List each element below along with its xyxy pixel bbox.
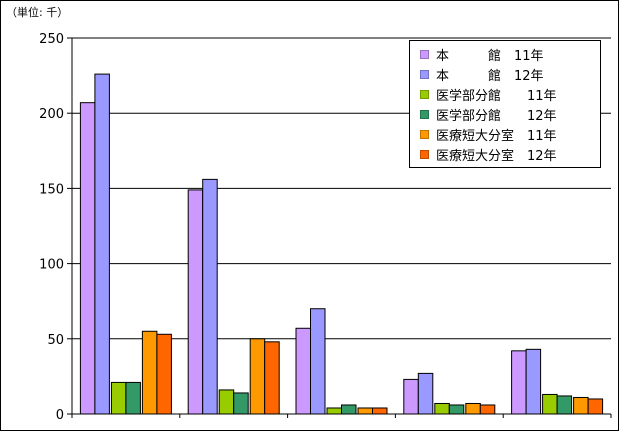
bar bbox=[465, 402, 481, 415]
bar bbox=[156, 333, 172, 415]
legend-swatch bbox=[420, 69, 429, 79]
bar bbox=[448, 404, 465, 415]
bar bbox=[479, 404, 496, 415]
bar bbox=[417, 372, 434, 415]
unit-label: （単位: 千） bbox=[6, 6, 69, 19]
bar bbox=[202, 178, 218, 415]
bar bbox=[573, 396, 589, 415]
bar bbox=[525, 348, 542, 415]
bar bbox=[187, 189, 204, 415]
bar bbox=[94, 73, 110, 415]
legend-label: 医学部分館 12年 bbox=[436, 108, 557, 124]
bar bbox=[542, 393, 558, 415]
bar bbox=[125, 381, 141, 415]
legend-swatch bbox=[420, 129, 429, 139]
legend-label: 医療短大分室 12年 bbox=[436, 148, 557, 164]
legend-item: 医療短大分室 12年 bbox=[420, 144, 600, 164]
legend-swatch bbox=[420, 89, 429, 99]
bar bbox=[79, 102, 96, 415]
bar bbox=[310, 308, 326, 415]
legend-label: 医学部分館 11年 bbox=[436, 88, 557, 104]
bar bbox=[141, 330, 158, 415]
y-tick-label: 50 bbox=[47, 333, 64, 348]
bar bbox=[357, 407, 373, 415]
legend-item: 本 館 12年 bbox=[420, 64, 600, 84]
y-tick-label: 0 bbox=[56, 408, 64, 423]
legend-swatch bbox=[420, 49, 429, 59]
legend-swatch bbox=[420, 149, 429, 159]
bar bbox=[233, 392, 249, 415]
legend-item: 本 館 11年 bbox=[420, 44, 600, 64]
bar bbox=[110, 381, 127, 415]
bar bbox=[326, 407, 342, 415]
bar bbox=[295, 327, 311, 415]
bar bbox=[264, 341, 280, 415]
y-tick-label: 200 bbox=[39, 107, 64, 122]
bar bbox=[249, 338, 266, 415]
bar bbox=[218, 389, 235, 415]
bar bbox=[403, 378, 419, 415]
legend-item: 医学部分館 12年 bbox=[420, 104, 600, 124]
bar bbox=[556, 395, 573, 415]
legend-label: 医療短大分室 11年 bbox=[436, 128, 557, 144]
legend-label: 本 館 12年 bbox=[436, 68, 544, 84]
bar bbox=[434, 402, 450, 415]
bar bbox=[587, 398, 604, 415]
y-tick-label: 150 bbox=[39, 182, 64, 197]
legend-item: 医学部分館 11年 bbox=[420, 84, 600, 104]
bar bbox=[341, 404, 357, 415]
legend-item: 医療短大分室 11年 bbox=[420, 124, 600, 144]
bar bbox=[372, 407, 388, 415]
legend-swatch bbox=[420, 109, 429, 119]
bar bbox=[511, 350, 527, 415]
y-tick-label: 250 bbox=[39, 32, 64, 47]
legend-label: 本 館 11年 bbox=[436, 48, 544, 64]
legend: 本 館 11年本 館 12年 医学部分館 11年 医学部分館 12年 医療短大分室 1… bbox=[409, 40, 601, 168]
y-tick-label: 100 bbox=[39, 258, 64, 273]
